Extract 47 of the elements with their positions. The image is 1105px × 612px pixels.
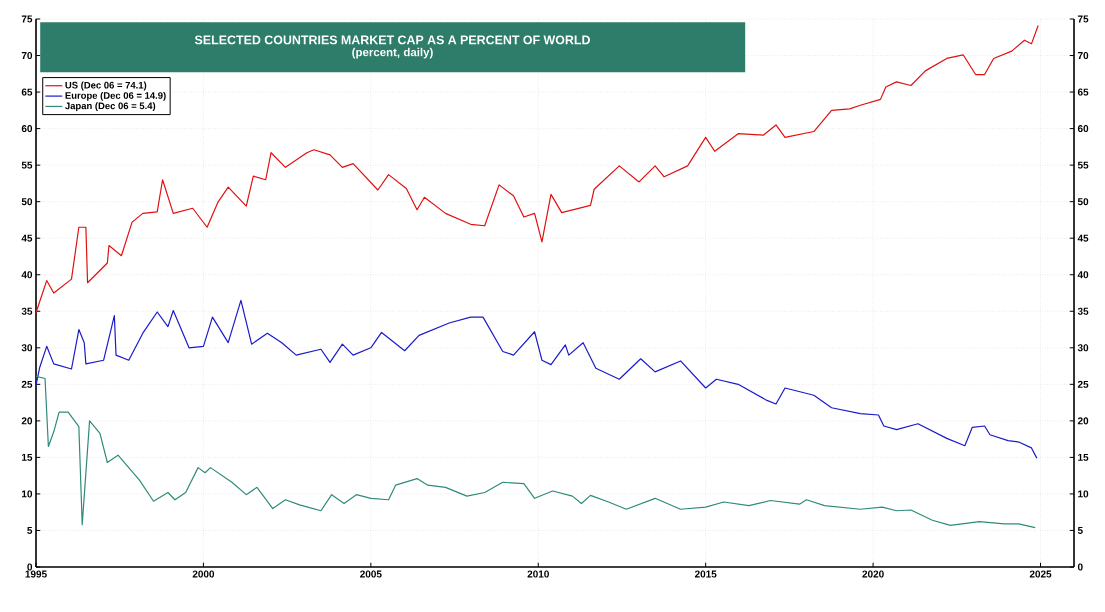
- x-tick-label: 1995: [25, 570, 47, 578]
- y-tick-label: 45: [21, 234, 33, 242]
- y-tick-label: 70: [21, 52, 33, 60]
- y2-tick-label: 35: [1077, 307, 1089, 315]
- y-tick-label: 0: [27, 563, 33, 571]
- y2-tick-label: 60: [1077, 125, 1089, 133]
- y2-tick-label: 65: [1077, 88, 1089, 96]
- legend-label: US (Dec 06 = 74.1): [65, 81, 147, 91]
- y-tick-label: 60: [21, 125, 33, 133]
- legend-label: Japan (Dec 06 = 5.4): [65, 102, 156, 112]
- y-tick-label: 5: [27, 526, 33, 534]
- line-series: [36, 375, 1036, 529]
- y2-tick-label: 55: [1077, 161, 1089, 169]
- y2-tick-label: 70: [1077, 52, 1089, 60]
- y2-tick-label: 25: [1077, 380, 1089, 388]
- y-tick-label: 40: [21, 271, 33, 279]
- y2-tick-label: 20: [1077, 417, 1089, 425]
- y-tick-label: 10: [22, 490, 33, 498]
- y-tick-label: 30: [21, 344, 33, 352]
- y-tick-label: 75: [21, 15, 33, 23]
- y-tick-label: 50: [21, 198, 33, 206]
- y2-tick-label: 10: [1078, 490, 1089, 498]
- y-tick-label: 25: [21, 380, 33, 388]
- x-tick-label: 2025: [1029, 570, 1052, 578]
- x-tick-label: 2015: [694, 570, 717, 578]
- y-tick-label: 35: [21, 307, 33, 315]
- y-tick-label: 20: [21, 417, 33, 425]
- y-tick-label: 55: [21, 161, 33, 169]
- y2-tick-label: 5: [1077, 526, 1083, 534]
- y-tick-label: 65: [21, 88, 33, 96]
- y2-tick-label: 15: [1078, 453, 1089, 461]
- line-series: [36, 24, 1039, 314]
- y2-tick-label: 40: [1077, 271, 1089, 279]
- y2-tick-label: 75: [1077, 15, 1089, 23]
- x-tick-label: 2000: [192, 570, 215, 578]
- y2-tick-label: 0: [1077, 563, 1083, 571]
- x-tick-label: 2020: [862, 570, 884, 578]
- y2-tick-label: 30: [1077, 344, 1089, 352]
- y-tick-label: 15: [22, 453, 33, 461]
- y2-tick-label: 45: [1077, 234, 1089, 242]
- x-tick-label: 2005: [360, 570, 382, 578]
- y2-tick-label: 50: [1077, 198, 1089, 206]
- text: SELECTED COUNTRIES MARKET CAP AS A PERCENT OF WORLD: [194, 35, 590, 45]
- line-series: [36, 299, 1038, 459]
- x-tick-label: 2010: [527, 570, 549, 578]
- text: (percent, daily): [352, 47, 433, 59]
- legend-label: Europe (Dec 06 = 14.9): [65, 91, 166, 101]
